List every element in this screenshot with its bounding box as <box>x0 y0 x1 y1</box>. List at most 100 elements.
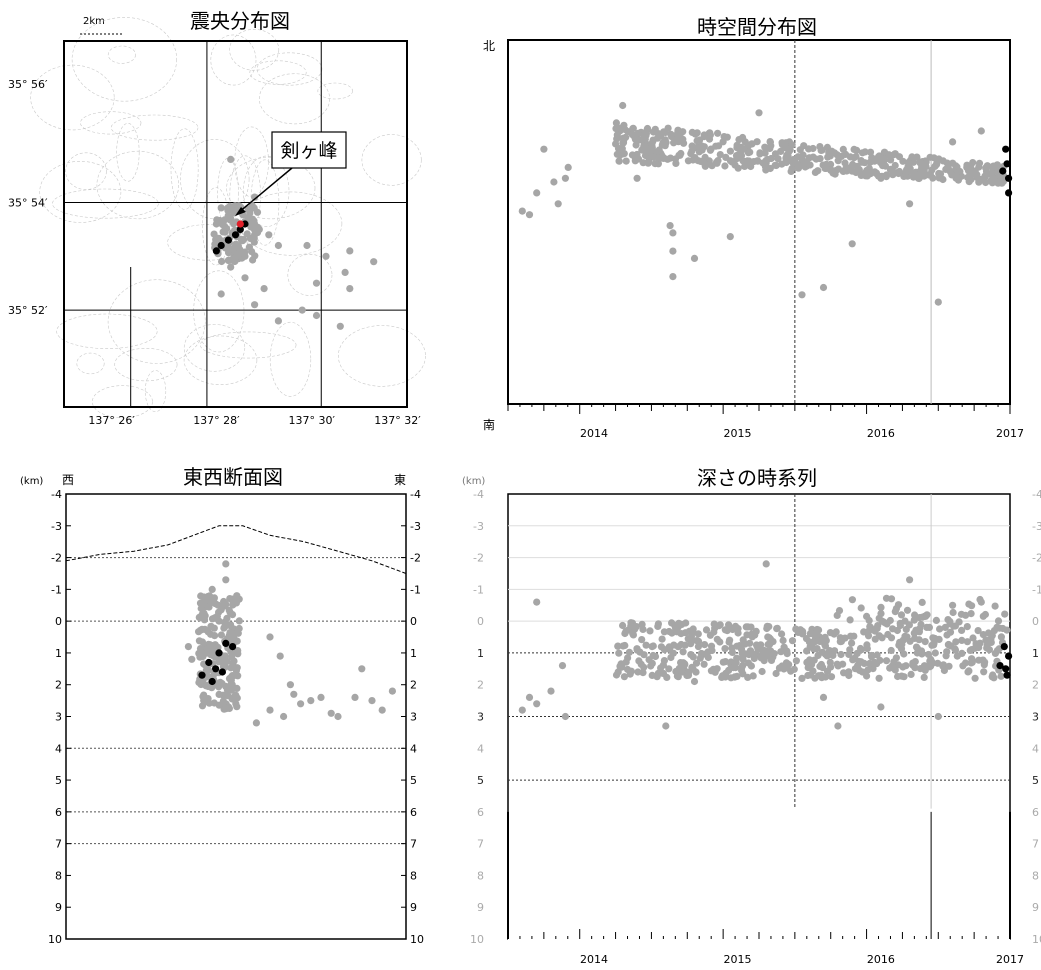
cross-section-y-tick-right: 10 <box>410 933 424 946</box>
map-point-grey <box>231 241 240 250</box>
contour-line <box>180 139 250 220</box>
space-time-point-grey <box>908 153 916 161</box>
cross-section-point-grey <box>334 712 342 721</box>
depth-time-point-grey <box>757 654 765 662</box>
depth-time-point-grey <box>875 674 883 682</box>
contour-line <box>202 187 230 266</box>
depth-time-point-grey <box>667 653 675 662</box>
space-time-point-grey <box>629 124 637 133</box>
depth-time-point-grey <box>672 667 680 676</box>
space-time-point-grey <box>777 147 785 155</box>
depth-time-y-tick-left: 0 <box>477 615 484 628</box>
space-time-point-grey <box>952 162 960 170</box>
depth-time-point-grey <box>648 671 656 680</box>
depth-time-point-grey <box>739 662 747 670</box>
space-time-point-grey <box>975 178 983 186</box>
topography-profile <box>65 525 407 574</box>
cross-section-y-tick-right: -1 <box>410 583 421 596</box>
cross-section-point-grey <box>235 617 243 625</box>
depth-time-point-grey <box>949 608 957 617</box>
epicenter-map-frame <box>63 40 408 408</box>
depth-time-point-grey <box>872 625 880 633</box>
depth-time-point-grey <box>911 664 919 672</box>
depth-time-point-grey <box>897 643 905 651</box>
contour-line <box>361 134 422 186</box>
space-time-point-grey <box>714 129 722 137</box>
depth-time-point-grey <box>682 619 690 627</box>
depth-time-point-black <box>1002 665 1010 673</box>
cross-section-y-tick-right: 1 <box>410 647 417 660</box>
depth-time-point-grey <box>878 634 886 642</box>
depth-time-point-grey <box>882 594 891 602</box>
cross-section-y-tick-right: -3 <box>410 520 421 533</box>
depth-time-vertical-lines <box>507 494 1011 939</box>
contour-line <box>92 385 153 419</box>
cross-section-point-grey <box>368 697 376 705</box>
depth-time-y-tick-left: 5 <box>477 774 484 787</box>
space-time-point-grey <box>932 161 941 169</box>
space-time-point-grey <box>926 153 934 161</box>
depth-time-point-grey <box>690 677 699 686</box>
contour-line <box>167 224 249 261</box>
depth-time-point-grey <box>898 672 906 680</box>
depth-time-point-grey <box>739 655 747 664</box>
depth-time-point-grey <box>930 639 938 648</box>
depth-time-point-grey <box>951 622 960 630</box>
depth-time-y-tick-right: 9 <box>1032 901 1039 914</box>
depth-time-point-grey <box>533 598 541 606</box>
cross-section-point-grey <box>252 719 260 727</box>
space-time-point-grey <box>798 291 806 299</box>
depth-time-point-grey <box>660 628 669 636</box>
contour-line <box>107 45 136 64</box>
depth-time-point-grey <box>772 669 780 678</box>
contour-line <box>96 150 180 220</box>
cross-section-y-ticks: -4 -4 -3 -3 -2 -2 -1 -1 0 0 1 1 2 2 3 3 4 4 5 5 6 6 7 7 8 8 9 9 10 10 <box>48 488 424 946</box>
space-time-point-grey <box>618 125 626 133</box>
space-time-point-grey <box>619 101 627 110</box>
cross-section-point-grey <box>327 709 335 717</box>
space-time-point-grey <box>638 146 646 154</box>
depth-time-point-grey <box>804 664 812 672</box>
cross-section-y-tick-left: 9 <box>55 901 62 914</box>
cross-section-y-tick-right: 4 <box>410 742 417 755</box>
cross-section-y-tick-left: 7 <box>55 838 62 851</box>
depth-time-y-tick-left: 3 <box>477 711 484 724</box>
space-time-vertical-lines <box>794 40 932 404</box>
cross-section-y-tick-left: 0 <box>55 615 62 628</box>
space-time-point-grey <box>943 159 951 167</box>
depth-time-point-grey <box>719 658 727 666</box>
depth-time-point-grey <box>856 644 865 653</box>
cross-section-point-grey <box>233 637 241 645</box>
space-time-point-grey <box>830 149 839 157</box>
depth-time-point-grey <box>694 643 703 651</box>
space-time-x-tick-label: 2015 <box>723 427 751 440</box>
depth-time-point-grey <box>765 634 773 642</box>
map-points <box>210 155 378 330</box>
contour-line <box>65 152 107 190</box>
cross-section-y-tick-left: 6 <box>55 806 62 819</box>
map-point-grey <box>250 238 258 246</box>
space-time-point-grey <box>666 222 674 230</box>
depth-time-y-tick-right: 0 <box>1032 615 1039 628</box>
map-point-grey <box>221 228 229 236</box>
space-time-point-black <box>1002 145 1010 153</box>
depth-time-point-grey <box>763 622 771 630</box>
depth-time-point-grey <box>958 636 966 645</box>
space-time-point-grey <box>963 163 971 171</box>
depth-time-point-grey <box>518 706 526 714</box>
depth-time-y-tick-right: 6 <box>1032 806 1039 819</box>
cross-section-point-grey <box>233 628 241 637</box>
space-time-point-grey <box>525 211 534 219</box>
space-time-point-grey <box>981 172 989 180</box>
depth-time-point-grey <box>806 630 815 638</box>
space-time-point-black <box>999 167 1007 175</box>
map-point-grey <box>224 204 232 212</box>
depth-time-y-tick-right: -2 <box>1032 552 1041 565</box>
depth-time-point-grey <box>887 646 895 655</box>
depth-time-point-grey <box>910 629 918 637</box>
cross-section-point-grey <box>208 585 216 594</box>
space-time-point-grey <box>700 143 708 151</box>
cross-section-y-tick-left: 4 <box>55 742 62 755</box>
depth-time-point-grey <box>687 651 695 659</box>
depth-time-point-grey <box>979 612 987 620</box>
